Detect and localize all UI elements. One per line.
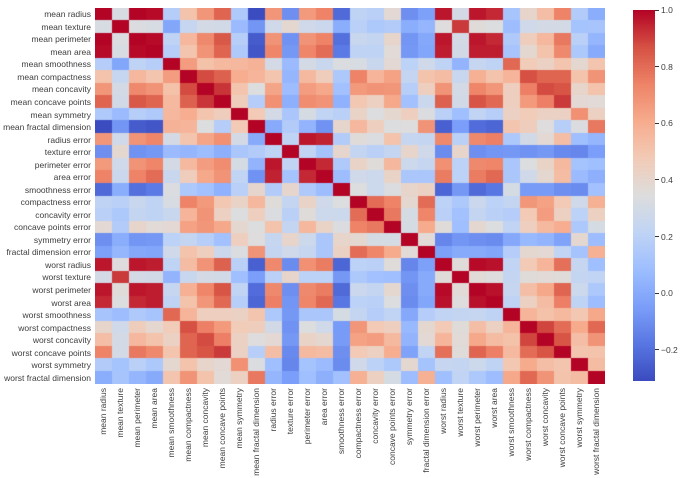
x-axis-label: concavity error: [370, 388, 380, 444]
x-axis-label: mean concave points: [217, 388, 227, 469]
x-axis-label: mean area: [149, 388, 159, 429]
heatmap-grid: [95, 8, 605, 384]
y-axis-label: radius error: [47, 134, 91, 145]
colorbar-tick-label: −0.2: [661, 344, 678, 355]
y-axis-label: worst fractal dimension: [4, 372, 91, 383]
y-axis-label: worst smoothness: [22, 310, 92, 321]
x-axis-label: mean perimeter: [132, 388, 142, 448]
y-axis-label: fractal dimension error: [6, 247, 91, 258]
y-axis-label: worst concavity: [32, 335, 91, 346]
colorbar-tick-mark: [655, 122, 659, 124]
y-axis-label: worst compactness: [18, 322, 91, 333]
y-axis-label: mean perimeter: [31, 34, 91, 45]
y-axis-label: worst radius: [45, 259, 91, 270]
y-axis-label: concavity error: [35, 209, 91, 220]
x-axis-label: texture error: [285, 388, 295, 435]
y-axis-label: worst perimeter: [32, 285, 91, 295]
y-axis-label: compactness error: [20, 197, 91, 208]
x-axis-label: symmetry error: [404, 388, 414, 446]
colorbar-tick-mark: [655, 9, 659, 11]
y-axis-label: worst symmetry: [31, 360, 92, 371]
x-axis-label: mean radius: [98, 388, 108, 435]
colorbar-tick-label: 0.4: [661, 174, 673, 185]
x-axis-label: compactness error: [353, 388, 363, 459]
colorbar-tick-label: 0.0: [661, 288, 673, 299]
x-axis-label: mean fractal dimension: [251, 388, 261, 476]
y-axis-label: mean area: [50, 46, 91, 57]
y-axis-label: mean smoothness: [21, 59, 91, 70]
x-axis-label: worst concave points: [557, 388, 567, 468]
colorbar-tick-mark: [655, 292, 659, 294]
x-axis-label: area error: [319, 388, 329, 426]
y-axis-label: mean concave points: [10, 97, 91, 107]
y-axis-label: worst concave points: [11, 347, 91, 358]
colorbar-tick-label: 1.0: [661, 5, 673, 15]
y-axis-label: mean radius: [44, 9, 91, 20]
y-axis-label: perimeter error: [34, 159, 91, 170]
x-axis-label: smoothness error: [336, 388, 346, 455]
y-axis-label: mean concavity: [31, 84, 91, 95]
colorbar-tick-label: 0.6: [661, 118, 673, 129]
x-axis-label: perimeter error: [302, 388, 312, 445]
colorbar-tick-mark: [655, 236, 659, 238]
x-axis-label: mean symmetry: [234, 388, 244, 449]
colorbar-tick-label: 0.8: [661, 61, 673, 72]
y-axis-label: mean texture: [41, 21, 91, 32]
colorbar-tick-label: 0.2: [661, 231, 673, 242]
x-axis-label: worst fractal dimension: [591, 388, 601, 475]
x-axis-label: mean compactness: [183, 388, 193, 462]
x-axis-label: mean concavity: [200, 388, 210, 448]
x-axis-label: mean texture: [115, 388, 125, 438]
x-axis-label: worst texture: [455, 388, 465, 437]
colorbar-tick-mark: [655, 66, 659, 68]
colorbar: [633, 10, 655, 381]
y-axis-label: symmetry error: [33, 234, 91, 245]
y-axis-label: mean symmetry: [30, 109, 91, 120]
x-axis-label: worst concavity: [540, 388, 550, 447]
colorbar-tick-mark: [655, 349, 659, 351]
y-axis-label: worst texture: [42, 272, 91, 283]
y-axis-label: smoothness error: [24, 184, 91, 195]
y-axis-label: concave points error: [13, 222, 91, 233]
y-axis-label: texture error: [44, 147, 91, 158]
x-axis-label: radius error: [268, 388, 278, 432]
y-axis-label: mean fractal dimension: [3, 122, 91, 133]
x-axis-label: worst perimeter: [472, 388, 482, 447]
x-axis-label: worst smoothness: [506, 388, 516, 457]
x-axis-label: fractal dimension error: [421, 388, 431, 473]
x-axis-label: worst area: [489, 388, 499, 428]
colorbar-tick-mark: [655, 179, 659, 181]
y-axis-label: mean compactness: [17, 71, 91, 82]
y-axis-label: worst area: [51, 297, 91, 308]
x-axis-label: worst radius: [438, 388, 448, 434]
y-axis-label: area error: [53, 172, 91, 183]
x-axis-label: worst symmetry: [574, 388, 584, 448]
x-axis-label: concave points error: [387, 388, 397, 466]
x-axis-label: worst compactness: [523, 388, 533, 461]
x-axis-label: mean smoothness: [166, 388, 176, 458]
